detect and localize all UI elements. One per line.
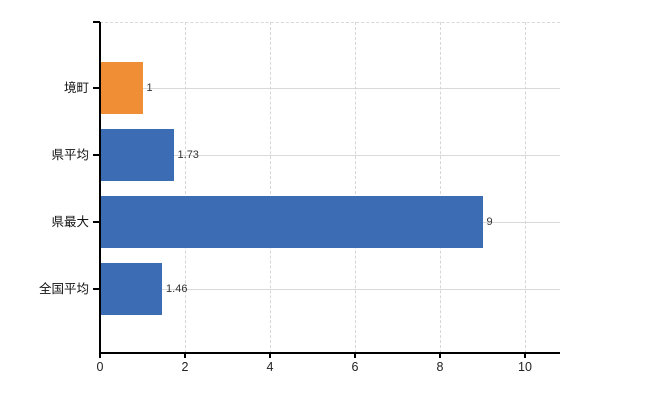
- gridline-horizontal: [100, 154, 560, 156]
- x-axis: [99, 352, 560, 354]
- x-tick-label: 2: [181, 360, 189, 374]
- x-tick-label: 6: [351, 360, 359, 374]
- gridline-vertical: [184, 22, 186, 353]
- x-tick-mark: [354, 353, 356, 358]
- x-tick-label: 0: [96, 360, 104, 374]
- chart-bar: [100, 196, 483, 248]
- y-tick-mark: [93, 221, 100, 223]
- y-axis-end-tick: [93, 21, 100, 23]
- x-tick-mark: [99, 353, 101, 358]
- gridline-horizontal: [100, 87, 560, 89]
- gridline-vertical: [524, 22, 526, 353]
- y-tick-mark: [93, 87, 100, 89]
- category-label: 境町: [63, 81, 89, 95]
- chart-bar: [100, 129, 174, 181]
- x-tick-mark: [439, 353, 441, 358]
- value-label: 1: [146, 82, 153, 94]
- gridline-horizontal-top: [100, 21, 560, 23]
- value-label: 1.46: [166, 283, 188, 295]
- y-axis: [99, 22, 101, 353]
- gridline-horizontal: [100, 288, 560, 290]
- chart-bar: [100, 263, 163, 315]
- y-tick-mark: [93, 154, 100, 156]
- chart-bar: [100, 62, 143, 114]
- x-tick-label: 4: [266, 360, 274, 374]
- gridline-vertical: [269, 22, 271, 353]
- value-label: 1.73: [177, 149, 199, 161]
- category-label: 全国平均: [38, 282, 89, 296]
- category-label: 県最大: [51, 215, 89, 229]
- value-label: 9: [486, 216, 493, 228]
- x-tick-label: 10: [518, 360, 532, 374]
- gridline-vertical: [439, 22, 441, 353]
- y-tick-mark: [93, 288, 100, 290]
- x-tick-mark: [269, 353, 271, 358]
- x-tick-label: 8: [436, 360, 444, 374]
- gridline-vertical: [354, 22, 356, 353]
- x-tick-mark: [184, 353, 186, 358]
- x-tick-mark: [524, 353, 526, 358]
- category-label: 県平均: [51, 148, 89, 162]
